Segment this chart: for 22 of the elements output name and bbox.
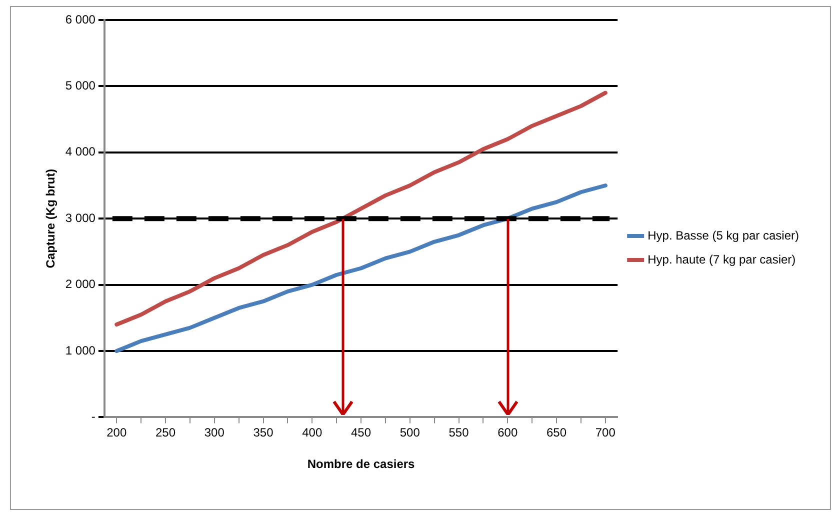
y-tick-label: 1 000	[65, 343, 96, 358]
y-tick-label: 6 000	[65, 12, 96, 26]
x-tick-label: 350	[253, 426, 274, 440]
x-tick-label: 550	[448, 426, 470, 440]
y-tick-label: 5 000	[65, 78, 96, 93]
x-tick-label: 700	[595, 426, 616, 440]
x-tick-label: 200	[106, 426, 127, 440]
x-tick-label: 500	[400, 426, 420, 440]
x-tick-label: 650	[546, 426, 567, 440]
x-tick-label: 250	[156, 426, 176, 440]
x-tick-label: 400	[302, 426, 322, 440]
y-tick-label: -	[91, 410, 96, 424]
x-tick-label: 600	[498, 426, 518, 440]
legend-label: Hyp. Basse (5 kg par casier)	[648, 228, 800, 242]
x-tick-label: 450	[351, 426, 372, 440]
x-tick-label: 300	[204, 426, 225, 440]
legend-label: Hyp. haute (7 kg par casier)	[648, 252, 796, 266]
x-axis-title: Nombre de casiers	[307, 457, 416, 472]
y-tick-label: 2 000	[65, 277, 96, 292]
y-tick-label: 4 000	[65, 144, 96, 159]
y-axis-title: Capture (Kg brut)	[44, 168, 58, 268]
y-tick-label: 3 000	[65, 210, 96, 225]
